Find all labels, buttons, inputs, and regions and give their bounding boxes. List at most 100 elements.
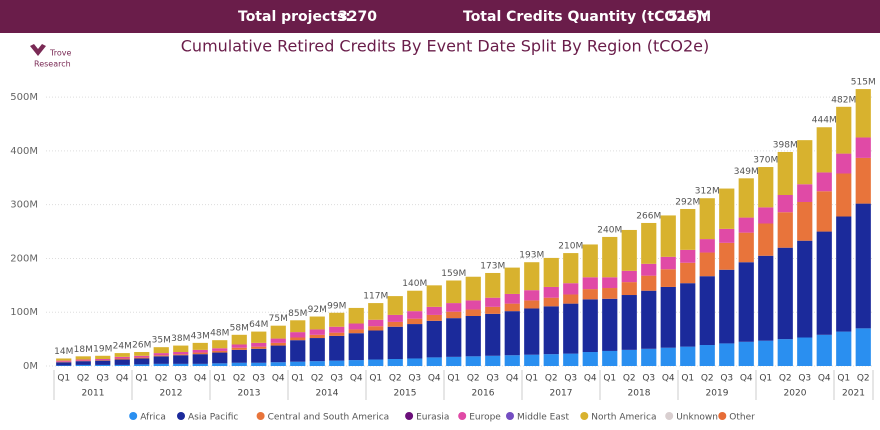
bar-segment [738,217,754,233]
bar-segment [641,275,657,291]
x-tick-label: Q1 [837,374,850,384]
bar-segment [290,340,306,362]
bar-segment [836,153,852,174]
bar-segment [504,311,520,356]
bar-segment [524,308,540,355]
bar-segment [797,184,813,202]
bar-segment [426,285,442,307]
bar-segment [329,335,345,361]
bar-segment [192,363,208,366]
bar-segment [797,201,813,241]
bar-segment [173,345,189,353]
x-tick-label: Q1 [135,374,148,384]
total-label: 444M [812,116,837,126]
bar-segment [504,293,520,304]
bar-segment [797,337,813,366]
total-label: 99M [327,301,346,311]
logo-icon [30,44,46,56]
bar-segment [407,324,423,359]
total-label: 117M [363,292,388,302]
bar-segment [114,364,130,366]
bar-segment [387,326,403,360]
bar-segment [504,355,520,366]
bar-segment [465,315,481,357]
bar-segment [75,356,91,360]
total-label: 14M [54,347,73,357]
x-tick-label: Q3 [564,374,577,384]
bar-segment [660,215,676,257]
x-tick-label: Q3 [720,374,733,384]
bar-segment [777,247,793,340]
x-tick-label: Q2 [389,374,402,384]
bar-segment [465,276,481,301]
bar-segment [485,306,501,314]
legend-marker [405,412,414,420]
bar-segment [290,361,306,366]
bar-segment [329,360,345,366]
bar-segment [387,321,403,327]
bar-segment [95,360,111,361]
bar-segment [738,262,754,342]
bar-segment [680,262,696,284]
bar-segment [407,311,423,319]
legend-label: Other [729,413,755,423]
bar-segment [641,290,657,349]
bar-segment [270,362,286,366]
bar-segment [387,314,403,322]
bar-segment [368,303,384,320]
bar-segment [485,272,501,298]
bar-segment [758,167,774,208]
x-tick-label: Q4 [506,374,519,384]
total-label: 173M [480,261,505,271]
bar-segment [426,306,442,315]
bar-segment [621,229,637,271]
x-group-label: 2012 [160,389,183,399]
bar-segment [836,331,852,366]
bar-segment [134,357,150,359]
x-tick-label: Q2 [545,374,558,384]
total-label: 370M [753,156,778,166]
bar-segment [75,360,91,362]
bar-segment [582,352,598,366]
legend-marker [718,412,727,420]
total-label: 75M [269,314,288,324]
x-tick-label: Q2 [467,374,480,384]
bar-segment [777,151,793,195]
x-tick-label: Q2 [77,374,90,384]
x-tick-label: Q3 [408,374,421,384]
total-label: 92M [308,305,327,315]
bar-segment [153,353,169,356]
total-label: 515M [851,78,876,88]
bar-segment [231,347,247,350]
y-tick-label: 500M [10,92,38,103]
bar-segment [251,346,267,349]
bar-segment [816,231,832,335]
bar-segment [543,297,559,307]
total-label: 18M [74,345,93,355]
bar-segment [387,296,403,315]
bar-segment [719,188,735,229]
bar-segment [816,127,832,173]
bar-segment [641,222,657,264]
bar-segment [114,359,130,365]
bar-segment [270,342,286,346]
bar-segment [95,355,111,360]
bar-segment [524,354,540,366]
x-tick-label: Q4 [740,374,753,384]
total-label: 266M [636,211,661,221]
bar-segment [56,358,72,361]
bar-segment [192,349,208,353]
bar-segment [270,338,286,343]
bar-segment [602,350,618,366]
x-group-label: 2019 [706,389,729,399]
bar-segment [329,332,345,336]
bar-segment [543,354,559,366]
legend-marker [506,412,514,420]
x-tick-label: Q3 [174,374,187,384]
x-group-label: 2015 [394,389,417,399]
x-group-label: 2017 [550,389,573,399]
bar-segment [524,290,540,301]
x-tick-label: Q1 [291,374,304,384]
legend-marker [129,412,138,420]
bar-segment [582,289,598,300]
